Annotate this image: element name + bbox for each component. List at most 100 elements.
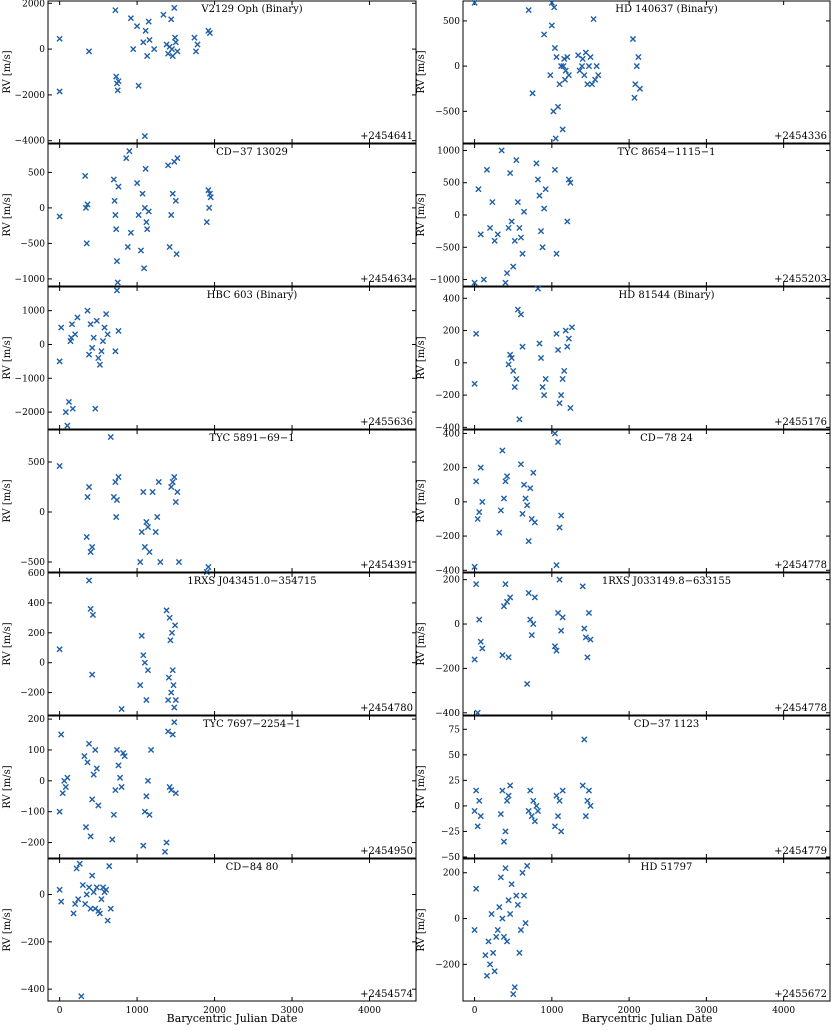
date-offset-label: +2454780 (360, 703, 413, 714)
data-point (99, 338, 107, 345)
data-point (166, 243, 173, 251)
data-point (513, 892, 520, 899)
data-point (584, 81, 591, 88)
data-point (78, 993, 85, 1000)
y-axis-label: RV [m/s] (416, 622, 427, 665)
y-tick-label: 0 (39, 340, 45, 350)
data-point (519, 343, 526, 350)
date-offset-label: +2454950 (360, 846, 413, 857)
y-tick-label: 200 (443, 869, 460, 879)
data-point (172, 696, 179, 704)
panel-13: −400 −200 0 0 1000 2000 3000 4000 CD−84 80 +24545… (2, 858, 417, 1016)
y-tick-label: −1000 (15, 275, 46, 285)
panel-frame (462, 715, 831, 859)
data-point (165, 674, 172, 681)
y-tick-label: −2000 (15, 91, 46, 101)
y-tick-label: 0 (39, 659, 45, 669)
data-point (503, 598, 511, 605)
data-point (513, 157, 520, 164)
data-point (145, 208, 152, 215)
y-axis-label: RV [m/s] (2, 193, 13, 236)
data-point (135, 82, 142, 89)
data-point (559, 375, 566, 383)
date-offset-label: +2455203 (774, 274, 827, 285)
data-point (140, 265, 148, 272)
data-point (160, 11, 167, 18)
data-point (89, 872, 96, 879)
data-point (587, 636, 594, 643)
data-point (588, 81, 596, 88)
data-point (561, 367, 568, 375)
y-tick-label: −400 (435, 423, 460, 433)
data-point (89, 611, 97, 618)
data-point (74, 314, 81, 321)
x-tick-label: 2000 (203, 1006, 226, 1016)
data-point (500, 603, 508, 610)
data-point (575, 52, 582, 59)
data-point (62, 783, 69, 791)
y-tick-label: −4000 (15, 137, 46, 147)
data-point (113, 258, 121, 265)
data-point (154, 513, 161, 521)
data-point (551, 430, 559, 437)
data-point (633, 63, 640, 70)
y-tick-label: −2000 (15, 408, 46, 418)
data-point (632, 81, 639, 88)
data-point (531, 818, 538, 825)
y-tick-label: 0 (454, 620, 460, 630)
data-point (130, 46, 137, 53)
data-point (582, 634, 589, 641)
data-point (110, 811, 117, 818)
y-tick-label: 200 (443, 327, 460, 337)
data-point (491, 968, 498, 975)
data-point (568, 324, 576, 331)
data-point (110, 176, 117, 183)
data-point (483, 972, 491, 979)
y-tick-label: 0 (454, 62, 460, 72)
data-point (587, 53, 594, 61)
data-point (112, 478, 119, 486)
data-point (510, 367, 517, 375)
data-point (559, 787, 566, 794)
y-tick-label: 200 (443, 464, 460, 474)
data-point (592, 76, 599, 83)
y-axis-label: RV [m/s] (2, 765, 13, 808)
data-point (582, 813, 589, 820)
y-tick-label: −400 (20, 985, 45, 995)
data-point (635, 53, 642, 61)
data-point (534, 176, 542, 183)
data-point (169, 190, 176, 197)
data-point (554, 346, 562, 354)
y-tick-label: 1000 (437, 146, 460, 156)
data-point (194, 41, 201, 48)
data-point (551, 823, 559, 830)
data-point (98, 896, 105, 903)
panel-title: 1RXS J033149.8−633155 (602, 576, 731, 587)
data-point (500, 495, 508, 502)
x-tick-label: 3000 (281, 1006, 304, 1016)
x-tick-label: 2000 (618, 1006, 641, 1016)
data-point (541, 392, 548, 399)
data-point (528, 813, 535, 820)
data-point (553, 792, 560, 799)
data-point (593, 63, 600, 70)
y-tick-label: −500 (435, 243, 460, 253)
data-point (115, 78, 122, 85)
data-point (491, 237, 498, 244)
data-point (174, 488, 181, 496)
data-point (84, 201, 91, 208)
data-point (56, 462, 63, 470)
data-point (510, 263, 517, 270)
data-point (112, 211, 119, 219)
data-point (157, 558, 164, 566)
data-point (505, 897, 512, 904)
data-point (134, 23, 141, 30)
y-axis-label: RV [m/s] (416, 908, 427, 951)
data-point (554, 438, 562, 446)
data-point (142, 165, 149, 172)
data-point (79, 881, 86, 889)
data-point (507, 910, 514, 918)
